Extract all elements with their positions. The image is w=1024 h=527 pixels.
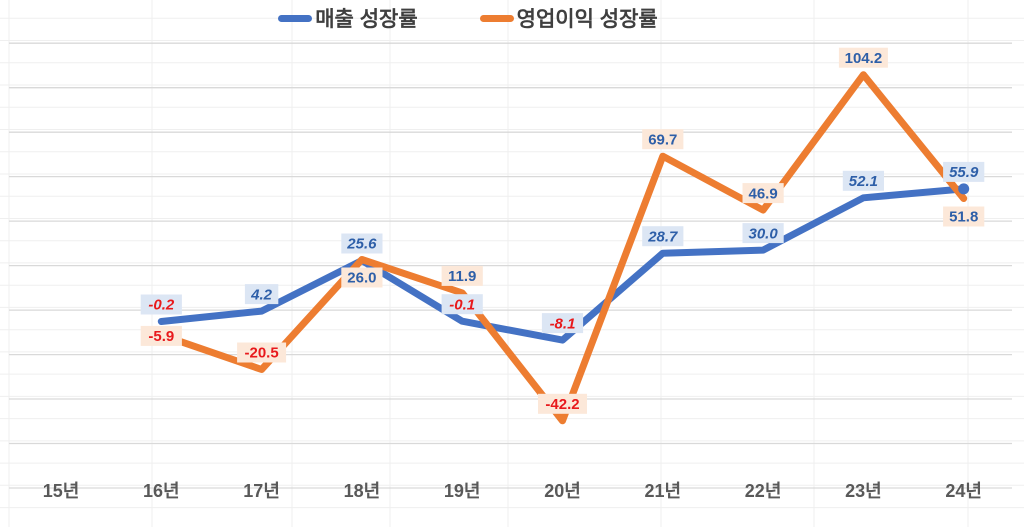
x-axis-label: 16년 [143, 481, 180, 501]
x-axis-labels: 15년 16년 17년 18년 19년 20년 21년 22년 23년 24년 [43, 481, 982, 501]
data-label-value: 51.8 [949, 209, 978, 226]
data-label-value: 46.9 [748, 185, 777, 202]
data-label-value: 104.2 [845, 50, 883, 67]
data-label-box [244, 284, 279, 305]
data-label-box [742, 183, 784, 204]
data-label-value: 4.2 [250, 286, 273, 303]
operating-profit-series-label: 영업이익 성장률 [516, 8, 658, 31]
data-label-box [943, 161, 985, 182]
x-axis-label: 18년 [344, 481, 381, 501]
x-axis-label: 24년 [945, 481, 982, 501]
operating-profit-series-swatch-icon [479, 14, 514, 22]
data-label-box [541, 313, 584, 334]
chart-legend: 매출 성장률 영업이익 성장률 [0, 3, 1024, 33]
series-line-sales-growth[interactable] [157, 185, 968, 344]
series-end-marker-sales-growth [958, 183, 970, 195]
data-label-value: 11.9 [448, 268, 476, 285]
data-label-value: -8.1 [550, 315, 576, 332]
sales-series-label: 매출 성장률 [315, 8, 418, 31]
data-label-box [642, 226, 684, 247]
x-axis-label: 20년 [544, 481, 581, 501]
data-label-value: 69.7 [648, 131, 677, 148]
data-label-box [441, 265, 483, 286]
x-axis-label: 15년 [43, 481, 80, 501]
data-labels-sales-growth: -0.2 4.2 25.6 -0.1 -8.1 28.7 30.0 52.1 55.9 [140, 161, 985, 334]
data-label-box [140, 325, 182, 346]
x-axis-label: 17년 [243, 481, 280, 501]
legend-item-sales-growth[interactable]: 매출 성장률 [278, 3, 418, 33]
data-label-value: -20.5 [244, 345, 278, 362]
data-label-box [441, 294, 483, 315]
data-label-value: 28.7 [647, 228, 678, 245]
data-label-value: 55.9 [949, 164, 979, 181]
legend-item-operating-profit-growth[interactable]: 영업이익 성장률 [479, 3, 658, 33]
data-label-box [642, 129, 684, 150]
data-label-value: -0.2 [148, 297, 175, 314]
data-label-box [237, 342, 287, 363]
chart-gridlines [9, 42, 1012, 489]
data-label-value: 25.6 [346, 236, 377, 253]
sales-series-swatch-icon [278, 14, 313, 22]
data-label-value: 30.0 [748, 225, 778, 242]
x-axis-label: 21년 [645, 481, 682, 501]
data-label-box [742, 223, 784, 244]
x-axis-label: 22년 [745, 481, 782, 501]
data-label-box [140, 294, 182, 315]
data-label-box [943, 206, 985, 227]
data-label-box [538, 393, 587, 414]
data-label-value: 26.0 [347, 270, 376, 287]
x-axis-label: 19년 [444, 481, 481, 501]
data-label-value: -0.1 [449, 296, 475, 313]
x-axis-label: 23년 [845, 481, 882, 501]
data-label-box [341, 267, 383, 288]
data-label-value: 52.1 [849, 173, 878, 190]
series-line-operating-profit-growth[interactable] [157, 71, 968, 425]
data-label-box [341, 233, 383, 254]
data-labels-operating-profit-growth: -5.9 -20.5 26.0 11.9 -42.2 69.7 46.9 104.2 51.8 [140, 47, 985, 414]
data-label-box [842, 170, 884, 191]
data-label-value: -42.2 [545, 396, 579, 413]
data-label-box [838, 47, 888, 68]
data-label-value: -5.9 [148, 328, 174, 345]
